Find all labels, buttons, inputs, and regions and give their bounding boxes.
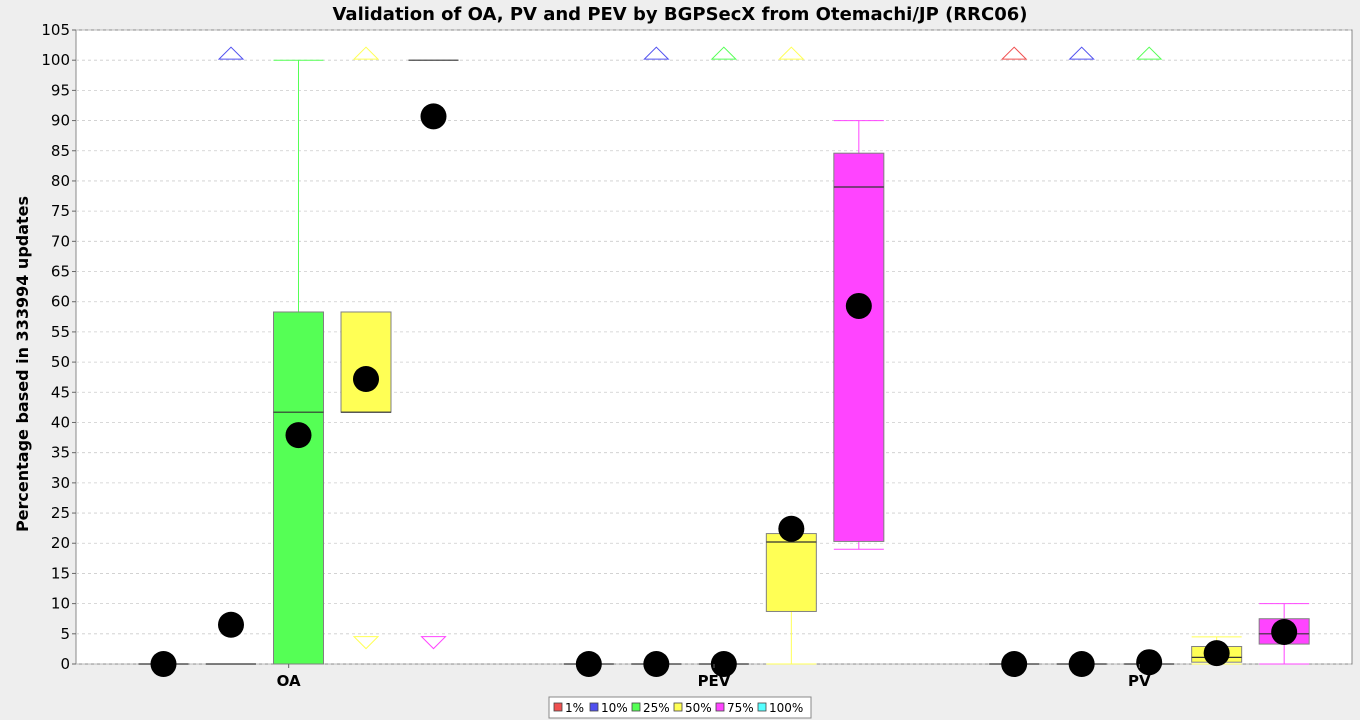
mean-marker bbox=[576, 651, 602, 677]
y-tick-label: 30 bbox=[51, 474, 70, 492]
mean-marker bbox=[1001, 651, 1027, 677]
plot-area bbox=[76, 30, 1352, 664]
y-tick-label: 15 bbox=[51, 564, 70, 582]
mean-marker bbox=[151, 651, 177, 677]
legend-label: 50% bbox=[685, 701, 712, 715]
mean-marker bbox=[421, 103, 447, 129]
y-axis-label: Percentage based in 333994 updates bbox=[13, 196, 32, 532]
y-tick-label: 70 bbox=[51, 232, 70, 250]
y-tick-label: 105 bbox=[41, 21, 70, 39]
mean-marker bbox=[1204, 640, 1230, 666]
mean-marker bbox=[286, 422, 312, 448]
category-label: PV bbox=[1128, 672, 1151, 690]
y-tick-label: 50 bbox=[51, 353, 70, 371]
y-tick-label: 55 bbox=[51, 323, 70, 341]
legend-swatch bbox=[590, 703, 598, 711]
y-tick-label: 60 bbox=[51, 293, 70, 311]
legend-swatch bbox=[632, 703, 640, 711]
y-tick-label: 90 bbox=[51, 112, 70, 130]
y-tick-label: 0 bbox=[60, 655, 70, 673]
legend-label: 25% bbox=[643, 701, 670, 715]
legend-label: 100% bbox=[769, 701, 803, 715]
legend-swatch bbox=[674, 703, 682, 711]
y-tick-label: 5 bbox=[60, 625, 70, 643]
category-label: PEV bbox=[698, 672, 731, 690]
box-body bbox=[274, 312, 324, 664]
box-body bbox=[834, 153, 884, 541]
legend-swatch bbox=[758, 703, 766, 711]
y-tick-label: 75 bbox=[51, 202, 70, 220]
mean-marker bbox=[353, 366, 379, 392]
legend-label: 10% bbox=[601, 701, 628, 715]
legend-swatch bbox=[716, 703, 724, 711]
legend-swatch bbox=[554, 703, 562, 711]
legend: 1% 10% 25% 50% 75% 100% bbox=[549, 697, 811, 718]
y-tick-label: 80 bbox=[51, 172, 70, 190]
box-75pct-PEV bbox=[834, 121, 884, 550]
y-tick-label: 100 bbox=[41, 51, 70, 69]
legend-label: 1% bbox=[565, 701, 584, 715]
y-tick-label: 95 bbox=[51, 81, 70, 99]
y-tick-label: 35 bbox=[51, 444, 70, 462]
mean-marker bbox=[778, 516, 804, 542]
y-tick-label: 65 bbox=[51, 263, 70, 281]
y-tick-label: 45 bbox=[51, 383, 70, 401]
mean-marker bbox=[1271, 619, 1297, 645]
y-tick-label: 25 bbox=[51, 504, 70, 522]
box-body bbox=[341, 312, 391, 412]
category-label: OA bbox=[277, 672, 301, 690]
legend-label: 75% bbox=[727, 701, 754, 715]
y-tick-label: 20 bbox=[51, 534, 70, 552]
mean-marker bbox=[218, 612, 244, 638]
mean-marker bbox=[846, 293, 872, 319]
y-tick-label: 85 bbox=[51, 142, 70, 160]
mean-marker bbox=[1069, 651, 1095, 677]
chart-title: Validation of OA, PV and PEV by BGPSecX … bbox=[332, 4, 1027, 25]
box-body bbox=[766, 534, 816, 612]
y-tick-label: 10 bbox=[51, 595, 70, 613]
y-tick-label: 40 bbox=[51, 413, 70, 431]
mean-marker bbox=[643, 651, 669, 677]
